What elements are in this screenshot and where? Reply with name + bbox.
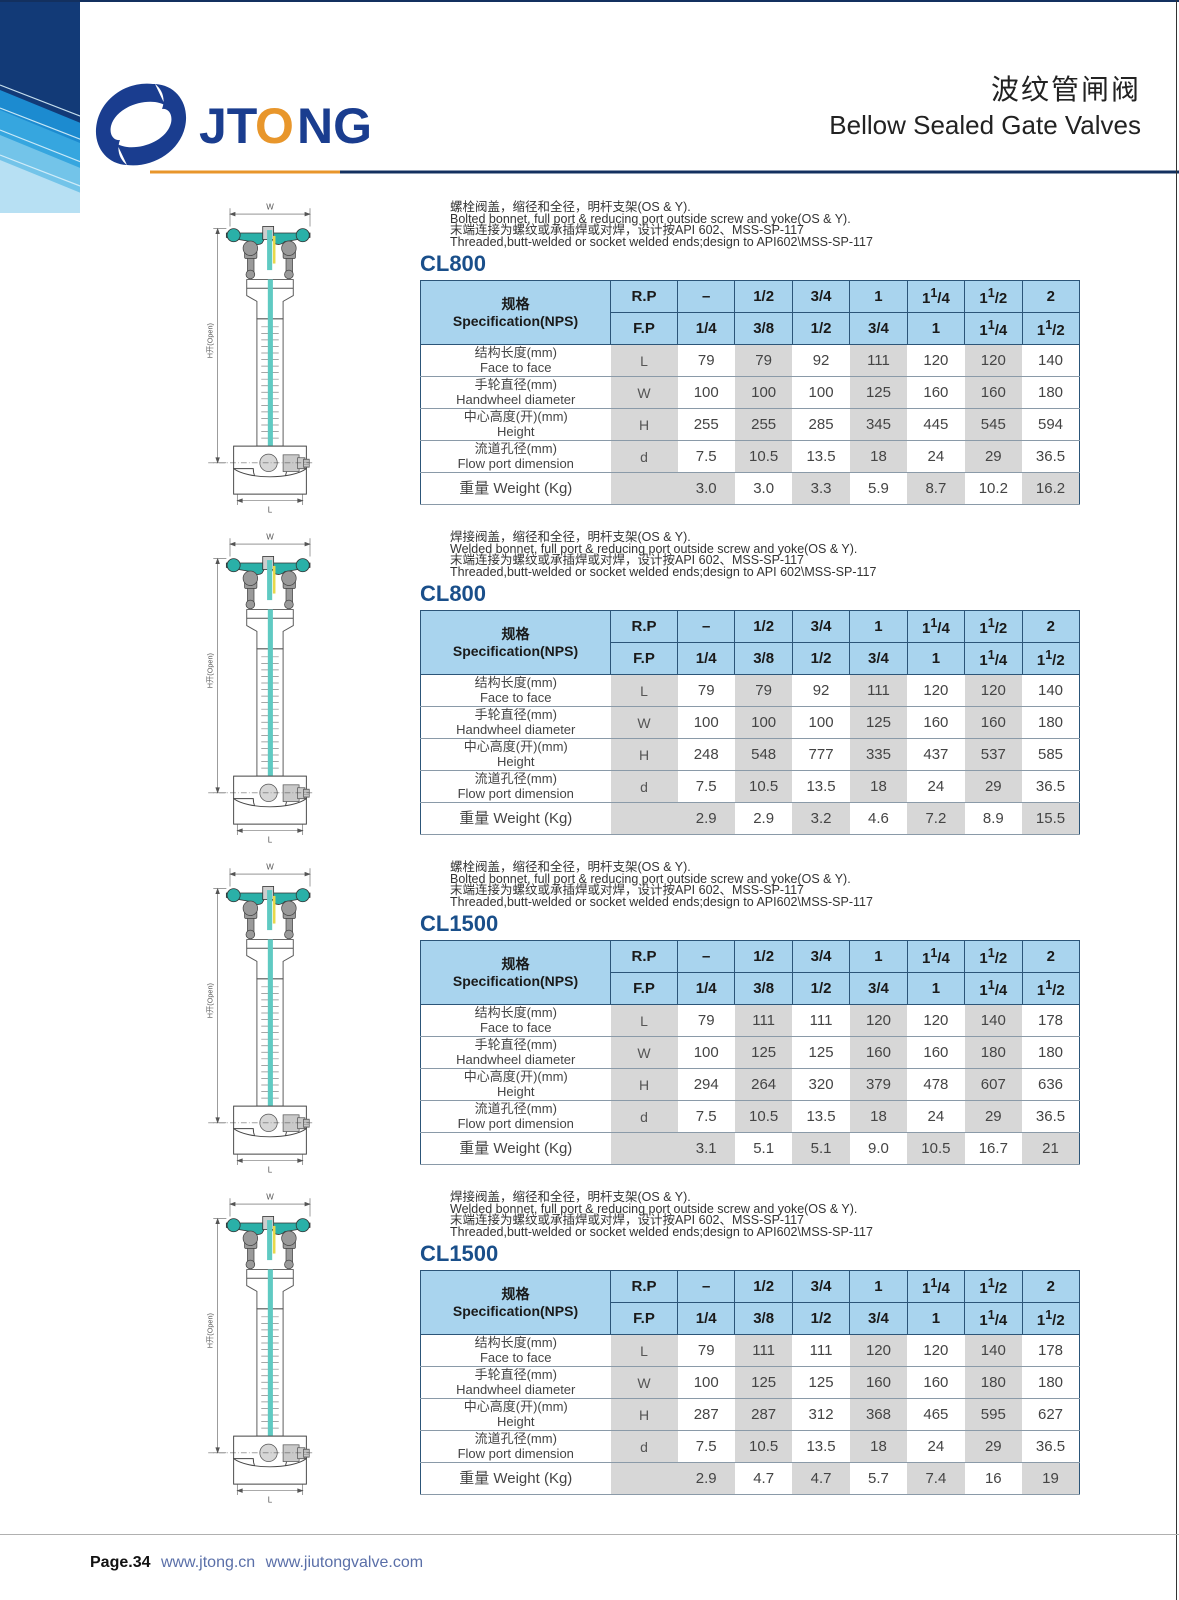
svg-text:O: O [255,98,294,154]
svg-text:NG: NG [297,98,372,154]
svg-text:JT: JT [199,98,257,154]
